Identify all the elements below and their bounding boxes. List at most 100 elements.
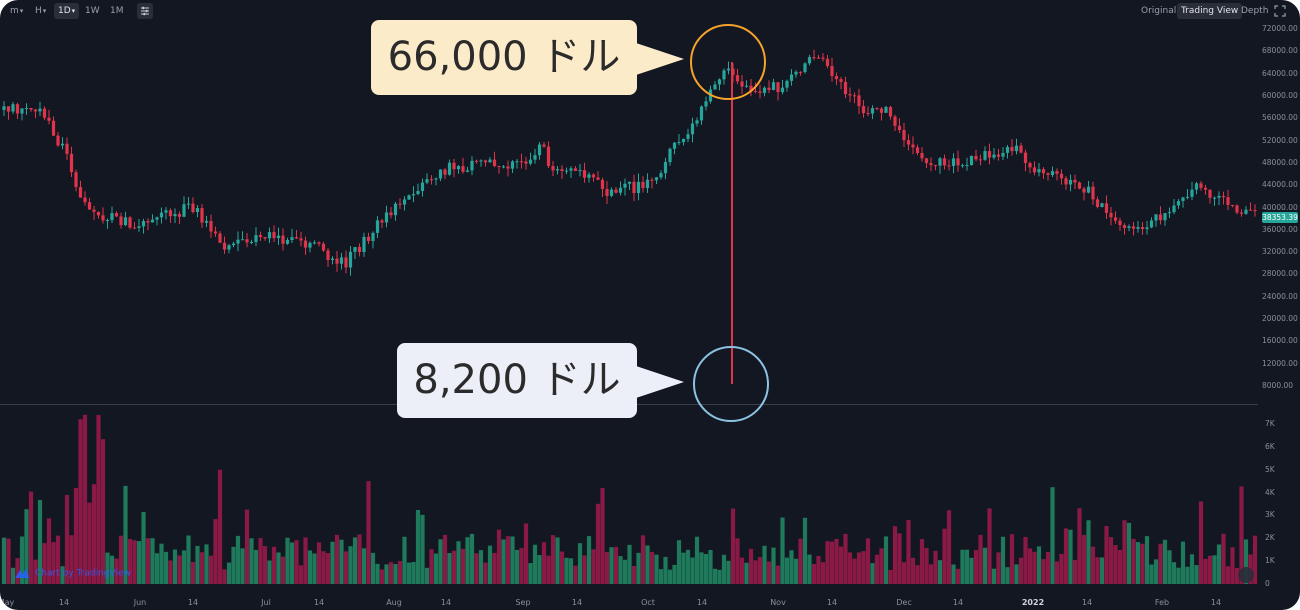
candle-body [366,236,371,242]
volume-bar [87,502,92,584]
candle-body [434,178,438,180]
price-tick-label: 44000.00 [1262,180,1298,190]
candle-body [281,235,285,244]
volume-bar [721,554,727,584]
candle-body [1131,226,1136,229]
candle-body [344,257,348,268]
candle-body [1059,173,1064,179]
candle-body [915,147,920,154]
candle-body [290,237,294,240]
volume-bar [1203,558,1208,584]
candle-body [492,159,497,167]
volume-bar [613,546,619,584]
candle-body [812,57,816,59]
candle-body [150,219,155,223]
volume-bar [555,537,560,584]
candle-body [1005,147,1010,153]
volume-bar [1077,508,1082,584]
candle-body [978,159,983,161]
volume-tick-label: 0 [1265,579,1270,588]
volume-bar [514,549,520,584]
candle-body [195,208,200,213]
candle-body [267,232,272,239]
candle-body [1172,205,1176,213]
candle-body [591,174,596,178]
candle-body [1028,163,1032,168]
tradingview-watermark[interactable]: Chart by TradingView [14,567,131,579]
interval-m-button[interactable]: m▾ [6,3,27,19]
candle-body [776,82,780,93]
volume-bar [766,561,772,584]
volume-bar [1122,520,1127,584]
candle-body [614,189,618,193]
volume-bar [19,536,25,584]
volume-bar [1144,536,1150,584]
tradingview-logo-icon [15,568,29,578]
volume-bar [933,550,938,584]
interval-h-button[interactable]: H▾ [31,3,50,19]
volume-bar [492,552,497,584]
candle-body [200,208,204,223]
volume-bar [127,538,133,584]
volume-bar [685,549,691,584]
candle-body [942,158,947,166]
candle-body [303,240,308,248]
interval-1w-button[interactable]: 1W [81,3,104,19]
sliders-icon[interactable] [137,3,153,19]
volume-bar [915,565,920,584]
candle-body [114,213,119,217]
volume-bar [465,537,470,584]
volume-bar [654,554,659,584]
volume-bar [816,555,821,584]
volume-bar [1180,541,1186,584]
interval-1m-button[interactable]: 1M [106,3,128,19]
candle-body [897,125,902,131]
candle-body [326,250,330,260]
fullscreen-icon[interactable] [1272,3,1288,19]
volume-bar [618,556,623,584]
volume-tick-label: 3K [1265,510,1275,520]
volume-bar [712,568,718,584]
candle-body [789,74,794,81]
candle-body [524,161,528,164]
candle-body [699,106,704,121]
candle-body [317,242,321,244]
volume-bar [910,557,916,584]
view-trading-view-tab[interactable]: Trading View [1177,3,1243,19]
candle-body [1086,186,1091,193]
candle-body [992,154,996,158]
volume-bar [181,550,187,584]
candle-body [155,217,159,220]
candle-body [636,181,641,194]
candle-body [1113,217,1118,221]
candle-body [816,57,821,59]
candle-body [2,106,6,110]
volume-bar [132,540,137,584]
candle-body [830,66,834,77]
interval-1d-button[interactable]: 1D▾ [54,3,80,19]
volume-bar [100,439,106,584]
view-depth-tab[interactable]: Depth [1241,6,1269,16]
candle-body [479,160,483,162]
volume-bar [105,552,110,584]
volume-bar [402,536,407,584]
candle-body [798,71,803,73]
candle-body [695,120,699,124]
candle-body [879,108,884,113]
volume-bar [798,538,803,584]
candle-body [506,166,510,169]
volume-bar [1207,555,1213,584]
candle-body [911,144,915,148]
candle-body [191,203,195,213]
time-tick-label: 14 [571,598,583,607]
candle-body [650,179,654,181]
volume-bar [960,549,965,584]
volume-bar [1027,548,1033,584]
candle-body [209,220,213,232]
volume-bar [717,569,722,584]
candle-body [875,108,879,110]
view-original-tab[interactable]: Original [1141,6,1177,16]
volume-bar [285,537,290,584]
